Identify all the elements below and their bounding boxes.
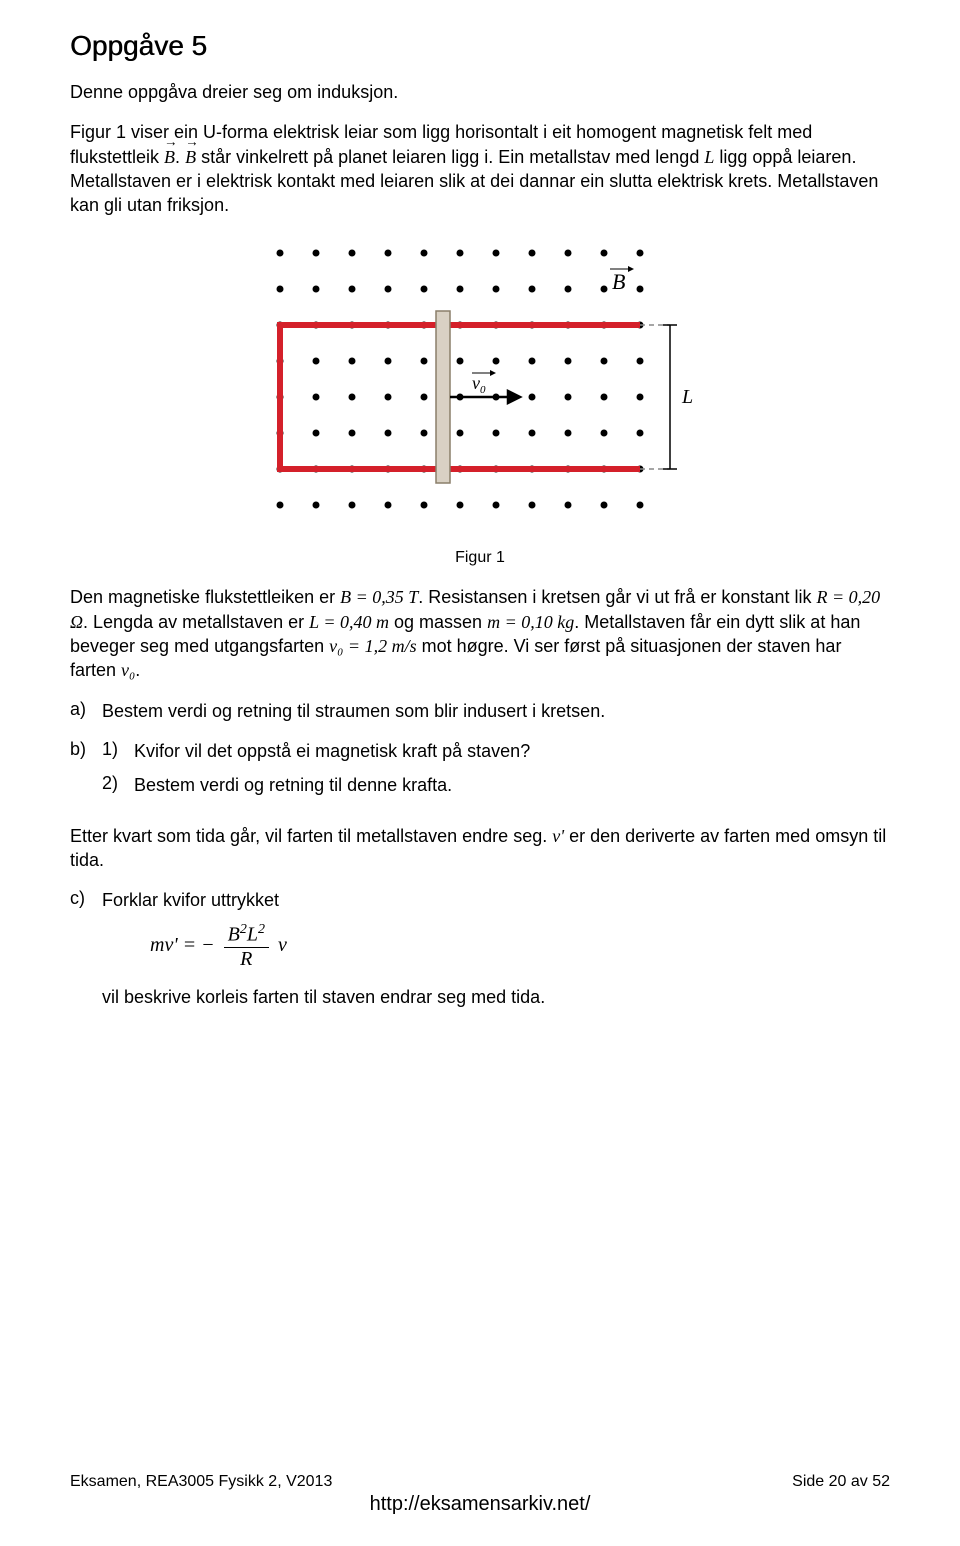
equation: mv' = − B2L2 R v (150, 922, 890, 971)
qc-tail-text: vil beskrive korleis farten til staven e… (102, 985, 545, 1009)
page-footer: Eksamen, REA3005 Fysikk 2, V2013 Side 20… (70, 1473, 890, 1516)
figure-1-container: L v0 B (70, 233, 890, 543)
after-b-paragraph: Etter kvart som tida går, vil farten til… (70, 824, 890, 873)
text: Den magnetiske flukstettleiken er (70, 587, 340, 607)
question-c: c) Forklar kvifor uttrykket (70, 888, 890, 912)
figure-1-caption: Figur 1 (70, 549, 890, 567)
B-label: B (612, 269, 625, 294)
page: Oppgåve 5 Denne oppgåva dreier seg om in… (0, 0, 960, 1546)
qb1-label: 1) (102, 739, 134, 760)
qa-label: a) (70, 699, 102, 720)
L-value: L = 0,40 m (309, 612, 389, 632)
question-a: a) Bestem verdi og retning til straumen … (70, 699, 890, 723)
footer-right: Side 20 av 52 (792, 1473, 890, 1491)
fraction: B2L2 R (224, 922, 269, 971)
vprime-symbol: v' (552, 826, 564, 846)
L-label: L (681, 386, 693, 408)
question-c-block: c) Forklar kvifor uttrykket mv' = − B2L2… (70, 888, 890, 1009)
task-title: Oppgåve 5 (70, 30, 890, 62)
qb-label: b) (70, 739, 102, 760)
m-value: m = 0,10 kg (487, 612, 574, 632)
qc-label: c) (70, 888, 102, 909)
metal-bar (436, 311, 450, 483)
B-vector-symbol: B (164, 145, 175, 169)
text: Etter kvart som tida går, vil farten til… (70, 826, 552, 846)
qb2-label: 2) (102, 773, 134, 794)
fraction-denominator: R (224, 948, 269, 971)
question-b2: 2) Bestem verdi og retning til denne kra… (70, 773, 890, 797)
text: . Lengda av metallstaven er (83, 612, 309, 632)
text: står vinkelrett på planet leiaren ligg i… (196, 147, 704, 167)
footer-left: Eksamen, REA3005 Fysikk 2, V2013 (70, 1473, 332, 1491)
values-paragraph: Den magnetiske flukstettleiken er B = 0,… (70, 585, 890, 682)
footer-row: Eksamen, REA3005 Fysikk 2, V2013 Side 20… (70, 1473, 890, 1491)
figure-1-svg: L v0 B (250, 233, 710, 543)
v0-symbol: v₀ (121, 660, 135, 680)
footer-url: http://eksamensarkiv.net/ (70, 1493, 890, 1516)
question-list: a) Bestem verdi og retning til straumen … (70, 699, 890, 798)
qa-text: Bestem verdi og retning til straumen som… (102, 699, 605, 723)
intro-paragraph-2: Figur 1 viser ein U-forma elektrisk leia… (70, 120, 890, 217)
qb2-text: Bestem verdi og retning til denne krafta… (134, 773, 452, 797)
question-b: b) 1) Kvifor vil det oppstå ei magnetisk… (70, 739, 890, 763)
B-value: B = 0,35 T (340, 587, 418, 607)
text: og massen (389, 612, 487, 632)
B-vector-symbol-2: B (185, 145, 196, 169)
text: . Resistansen i kretsen går vi ut frå er… (418, 587, 816, 607)
fraction-numerator: B2L2 (224, 922, 269, 948)
L-symbol: L (704, 147, 714, 167)
qc-text: Forklar kvifor uttrykket (102, 888, 279, 912)
qb1-text: Kvifor vil det oppstå ei magnetisk kraft… (134, 739, 530, 763)
v0-value: v₀ = 1,2 m/s (329, 636, 416, 656)
question-c-tail: vil beskrive korleis farten til staven e… (70, 985, 890, 1009)
intro-paragraph-1: Denne oppgåva dreier seg om induksjon. (70, 80, 890, 104)
